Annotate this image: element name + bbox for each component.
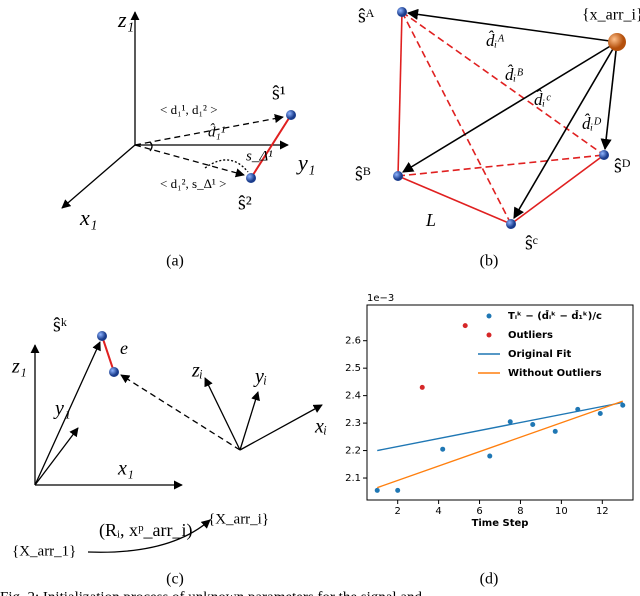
panel-b-diagram bbox=[393, 7, 626, 229]
diagram-label: ŝᴰ bbox=[614, 156, 631, 178]
diagram-label: ŝ¹ bbox=[272, 83, 286, 105]
diagram-label: y₁ bbox=[53, 398, 71, 420]
data-point bbox=[530, 421, 536, 427]
diagram-label: yᵢ bbox=[253, 366, 267, 388]
data-point bbox=[374, 487, 380, 493]
legend-label: Original Fit bbox=[508, 349, 571, 360]
panel-c-diagram bbox=[30, 331, 323, 553]
x-axis-label: Time Step bbox=[472, 518, 529, 529]
panel-caption: (d) bbox=[480, 571, 499, 588]
diagram-label: y₁ bbox=[296, 150, 315, 175]
panel-caption: (a) bbox=[166, 253, 184, 270]
x-tick-label: 8 bbox=[517, 506, 523, 517]
x-tick-label: 12 bbox=[596, 506, 609, 517]
x-tick-label: 6 bbox=[476, 506, 482, 517]
diagram-label: d̂ᵢᴮ bbox=[505, 64, 523, 83]
x-tick-label: 4 bbox=[435, 506, 441, 517]
legend-label: Outliers bbox=[508, 330, 553, 341]
legend-swatch bbox=[486, 313, 492, 319]
figure-caption: Fig. 2: Initialization process of unknow… bbox=[0, 589, 422, 596]
legend-label: Without Outliers bbox=[508, 368, 602, 379]
panel-caption: (c) bbox=[166, 571, 184, 588]
diagram-label: ŝᴬ bbox=[358, 6, 375, 28]
diagram-label: zᵢ bbox=[191, 360, 203, 382]
data-point bbox=[395, 487, 401, 493]
diagram-label: (Rᵢ, xᵖ_arr_i) bbox=[99, 520, 193, 541]
diagram-label: x₁ bbox=[79, 205, 97, 230]
panel-caption: (b) bbox=[480, 253, 499, 270]
diagram-label: d̂ᵢᴬ bbox=[486, 30, 504, 49]
data-point bbox=[440, 446, 446, 452]
diagram-label: e bbox=[120, 338, 128, 358]
diagram-label: d̂₁¹ bbox=[208, 123, 226, 140]
x-tick-label: 10 bbox=[555, 506, 568, 517]
data-point bbox=[507, 419, 513, 425]
diagram-label: ŝᴮ bbox=[355, 164, 371, 186]
y-tick-label: 2.5 bbox=[345, 363, 361, 374]
y-tick-label: 2.1 bbox=[345, 473, 361, 484]
diagram-label: L bbox=[425, 210, 436, 230]
diagram-label: z₁ bbox=[11, 356, 27, 378]
diagram-label: z₁ bbox=[117, 7, 134, 32]
y-tick-label: 2.6 bbox=[345, 336, 361, 347]
data-point bbox=[487, 453, 493, 459]
data-point bbox=[552, 428, 558, 434]
diagram-label: d̂ᵢᴰ bbox=[582, 113, 601, 132]
diagram-label: x₁ bbox=[117, 458, 134, 480]
data-point bbox=[462, 323, 468, 329]
diagram-label: {X_arr_i} bbox=[208, 511, 269, 527]
diagram-label: d̂ᵢᶜ bbox=[534, 89, 551, 108]
data-point bbox=[419, 384, 425, 390]
y-tick-label: 2.3 bbox=[345, 418, 361, 429]
fit-line bbox=[376, 400, 624, 489]
y-offset-label: 1e−3 bbox=[367, 293, 394, 304]
data-point bbox=[620, 402, 626, 408]
legend-label: Tᵢᵏ − (d̂ᵢᵏ − d̂₁ᵏ)/c bbox=[508, 309, 602, 322]
y-tick-label: 2.4 bbox=[345, 391, 361, 402]
diagram-label: xᵢ bbox=[314, 416, 327, 438]
diagram-label: {x_arr_i} bbox=[582, 7, 640, 24]
plot-area bbox=[366, 304, 634, 501]
data-point bbox=[597, 410, 603, 416]
diagram-label: s_Δ¹ bbox=[246, 148, 273, 164]
diagram-label: ŝᶜ bbox=[525, 233, 538, 255]
diagram-label: ŝ² bbox=[238, 193, 252, 215]
diagram-label: {X_arr_1} bbox=[12, 543, 76, 559]
legend-swatch bbox=[486, 332, 492, 338]
diagram-label: < d₁², s_Δ¹ > bbox=[160, 176, 226, 191]
y-tick-label: 2.2 bbox=[345, 446, 361, 457]
diagram-label: ŝᵏ bbox=[53, 315, 68, 337]
panel-a-diagram bbox=[61, 11, 296, 209]
fit-line bbox=[377, 401, 623, 452]
diagram-label: < d₁¹, d₁² > bbox=[160, 102, 218, 117]
x-tick-label: 2 bbox=[395, 506, 401, 517]
